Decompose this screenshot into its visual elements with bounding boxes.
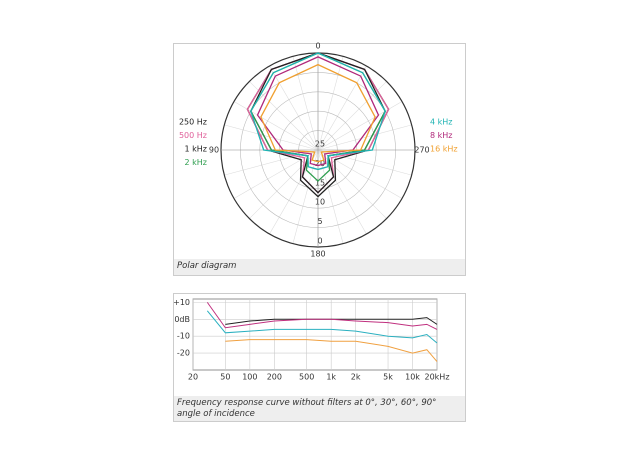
theta-tick-label: 270: [414, 146, 429, 155]
spoke: [317, 65, 367, 151]
r-tick-label: 0: [317, 237, 322, 246]
x-tick-label: 20: [188, 373, 198, 382]
y-tick-label: -10: [177, 332, 190, 341]
spoke: [317, 149, 344, 244]
legend-label: 2 kHz: [185, 158, 207, 167]
legend-label: 1 kHz: [185, 145, 207, 154]
caption: Polar diagram: [174, 259, 465, 275]
spoke: [269, 65, 319, 151]
legend-label: 500 Hz: [179, 131, 207, 140]
polar-line: [250, 52, 386, 171]
r-tick-label: 10: [315, 198, 325, 207]
y-tick-label: 0dB: [174, 315, 190, 324]
x-tick-label: 20kHz: [424, 373, 449, 382]
x-tick-label: 5k: [383, 373, 393, 382]
response-line: [206, 310, 438, 344]
panel: [173, 293, 466, 422]
spoke: [317, 124, 412, 151]
r-tick-label: 25: [315, 140, 325, 149]
spoke: [317, 101, 403, 151]
spoke: [224, 124, 319, 151]
response-line: [225, 339, 438, 362]
theta-tick-label: 0: [315, 42, 320, 51]
legend-label: 16 kHz: [430, 145, 458, 154]
x-tick-label: 1k: [326, 373, 336, 382]
x-tick-label: 200: [267, 373, 282, 382]
y-tick-label: +10: [173, 298, 190, 307]
spoke: [224, 149, 319, 176]
x-tick-label: 10k: [405, 373, 420, 382]
theta-tick-label: 180: [310, 250, 325, 259]
legend-label: 250 Hz: [179, 118, 207, 127]
spoke: [317, 149, 403, 199]
spoke: [292, 149, 319, 244]
x-tick-label: 500: [299, 373, 314, 382]
r-tick-label: 5: [317, 217, 322, 226]
response-line: [225, 317, 438, 325]
x-tick-label: 100: [242, 373, 257, 382]
spoke: [317, 56, 344, 151]
x-tick-label: 50: [220, 373, 230, 382]
x-tick-label: 2k: [351, 373, 361, 382]
panel: [173, 43, 466, 276]
plot-area: [192, 298, 438, 371]
polar-line: [260, 63, 376, 163]
spoke: [233, 101, 319, 151]
y-tick-label: -20: [177, 349, 190, 358]
r-tick-label: 15: [315, 178, 325, 187]
legend-label: 4 kHz: [430, 118, 452, 127]
theta-tick-label: 90: [209, 146, 219, 155]
spoke: [233, 149, 319, 199]
spoke: [317, 149, 412, 176]
response-line: [206, 302, 438, 330]
caption: Frequency response curve without filters…: [174, 396, 465, 421]
spoke: [292, 56, 319, 151]
r-tick-label: 20: [315, 159, 325, 168]
legend-label: 8 kHz: [430, 131, 452, 140]
polar-line: [256, 56, 380, 167]
